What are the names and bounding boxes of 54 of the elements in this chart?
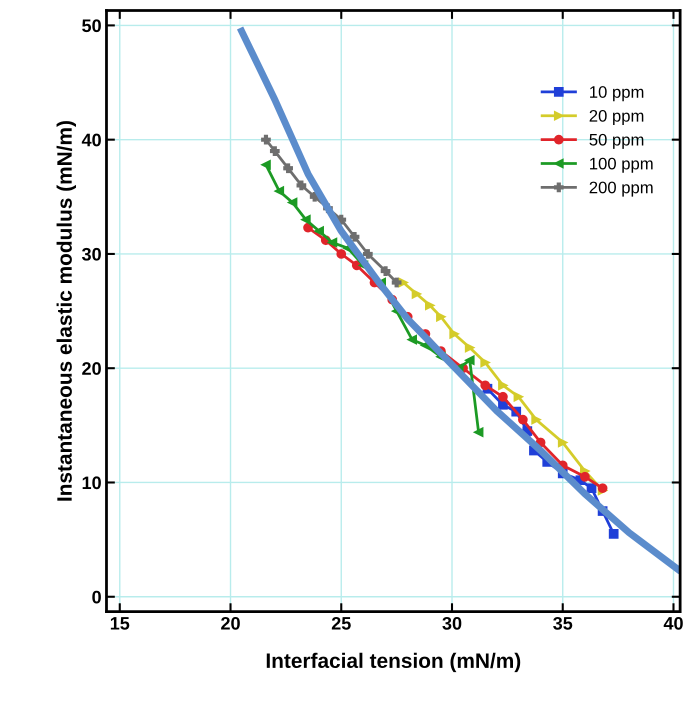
x-tick-label: 35 [553, 616, 572, 630]
point [586, 483, 596, 494]
legend-label: 20 ppm [590, 110, 644, 126]
point [350, 232, 360, 242]
point [580, 472, 590, 482]
point [436, 312, 446, 322]
x-tick-label: 25 [332, 616, 351, 630]
point [392, 278, 402, 288]
point [480, 380, 490, 390]
point [598, 483, 608, 494]
legend-label: 10 ppm [590, 86, 644, 102]
point [480, 358, 490, 368]
point [362, 249, 373, 259]
point [288, 198, 298, 208]
point [608, 529, 619, 539]
point [412, 289, 422, 299]
point [498, 380, 508, 390]
x-axis-title: Interfacial tension (mN/m) [266, 652, 520, 672]
legend-label: 100 ppm [590, 158, 653, 173]
legend-label: 200 ppm [590, 182, 653, 197]
point [261, 134, 271, 145]
y-axis-title: Instantaneous elastic modulus (mN/m) [56, 121, 76, 501]
point [296, 180, 306, 190]
point [336, 249, 346, 259]
legend-label: 50 ppm [589, 134, 644, 149]
point [498, 392, 508, 402]
point [380, 266, 390, 276]
point [518, 414, 528, 424]
x-tick-label: 40 [664, 616, 683, 630]
point [270, 146, 280, 156]
x-tick-label: 20 [221, 616, 240, 630]
y-tick-label: 50 [82, 19, 101, 32]
point [407, 334, 417, 345]
y-tick-label: 40 [82, 134, 101, 146]
y-tick-label: 10 [82, 476, 101, 490]
y-tick-label: 30 [82, 248, 101, 261]
point [424, 300, 435, 310]
point [558, 438, 568, 448]
point [261, 160, 271, 170]
point [283, 163, 293, 174]
point [464, 355, 475, 366]
point [314, 226, 324, 236]
point [474, 427, 484, 438]
point [531, 414, 542, 424]
point [514, 392, 524, 402]
point [328, 238, 338, 248]
point [274, 186, 284, 196]
x-tick-label: 30 [442, 616, 462, 630]
y-tick-label: 0 [92, 590, 101, 604]
y-tick-label: 20 [82, 362, 101, 375]
point [449, 329, 460, 339]
x-tick-label: 15 [110, 617, 130, 630]
point [464, 342, 475, 353]
point [300, 214, 311, 225]
